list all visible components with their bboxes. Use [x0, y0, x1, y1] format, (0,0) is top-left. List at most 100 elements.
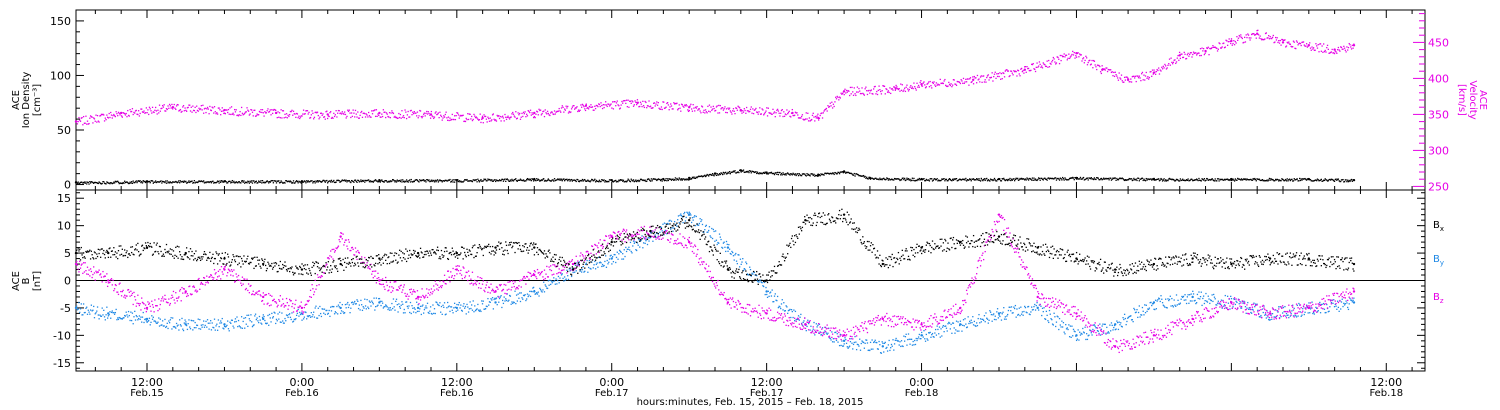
- velocity-series-point: [560, 111, 562, 113]
- velocity-series-point: [615, 105, 617, 107]
- by-series-point: [110, 311, 113, 314]
- velocity-series-anchor: [1204, 49, 1207, 53]
- density-series-point: [222, 181, 224, 183]
- velocity-series-point: [1295, 40, 1298, 42]
- density-series-point: [491, 180, 494, 182]
- by-series-point: [900, 340, 903, 342]
- density-series-point: [101, 182, 103, 185]
- by-series-point: [505, 298, 507, 300]
- velocity-series-point: [1089, 59, 1091, 62]
- velocity-series-point: [1249, 39, 1251, 41]
- density-series-point: [569, 180, 571, 182]
- by-series-point: [727, 250, 729, 252]
- density-series-point: [670, 178, 672, 180]
- by-series-point: [994, 315, 996, 317]
- by-series-point: [515, 302, 517, 305]
- velocity-series-point: [932, 82, 934, 85]
- velocity-series-point: [554, 113, 556, 115]
- by-series-point: [852, 343, 855, 346]
- density-series-point: [1185, 179, 1188, 181]
- velocity-series-point: [590, 104, 592, 106]
- by-series-point: [399, 307, 402, 309]
- density-series-point: [409, 179, 411, 181]
- density-series-point: [1079, 178, 1081, 180]
- by-series-point: [361, 304, 363, 306]
- velocity-series-point: [1137, 77, 1140, 79]
- by-series-point: [600, 262, 602, 264]
- velocity-series-point: [1271, 36, 1274, 39]
- velocity-series-point: [462, 114, 464, 116]
- velocity-series-point: [240, 106, 243, 109]
- velocity-series-point: [86, 123, 88, 125]
- by-series-point: [1068, 324, 1070, 326]
- density-series-point: [323, 179, 325, 182]
- by-series-point: [328, 309, 330, 312]
- velocity-series-point: [161, 107, 163, 109]
- velocity-series-point: [1144, 79, 1146, 81]
- velocity-series-point: [1247, 33, 1249, 35]
- density-series-point: [278, 180, 280, 182]
- by-series-point: [379, 300, 381, 302]
- density-series-point: [996, 178, 999, 181]
- velocity-series-point: [651, 107, 653, 109]
- by-series-point: [510, 303, 512, 305]
- velocity-series-anchor: [1333, 48, 1336, 51]
- velocity-series-point: [907, 90, 910, 92]
- velocity-series-point: [959, 82, 962, 85]
- velocity-series-point: [1304, 45, 1306, 47]
- velocity-series-point: [545, 112, 547, 114]
- velocity-series-point: [708, 104, 711, 106]
- by-series-point: [158, 317, 160, 319]
- density-series-point: [1230, 179, 1233, 182]
- by-series-point: [837, 341, 839, 343]
- velocity-series-point: [718, 112, 721, 114]
- velocity-series-point: [276, 116, 278, 119]
- velocity-series-point: [303, 113, 306, 115]
- by-series-point: [507, 300, 509, 302]
- velocity-series-point: [1227, 41, 1230, 43]
- velocity-series-point: [313, 116, 316, 118]
- by-series-point: [607, 263, 609, 265]
- density-series-point: [213, 181, 216, 184]
- density-series-point: [639, 180, 641, 182]
- density-series-point: [371, 180, 373, 183]
- velocity-series-point: [182, 105, 185, 107]
- density-series-point: [228, 180, 230, 182]
- velocity-series-point: [250, 108, 252, 111]
- density-series-point: [955, 177, 958, 180]
- density-series-point: [364, 179, 367, 182]
- density-series-point: [503, 179, 505, 181]
- by-series-point: [472, 300, 474, 302]
- density-series-point: [993, 177, 996, 180]
- velocity-series-point: [283, 117, 285, 119]
- by-series-point: [232, 325, 234, 327]
- velocity-series-anchor: [429, 113, 433, 116]
- velocity-series-point: [626, 106, 629, 108]
- velocity-series-point: [1034, 68, 1036, 71]
- by-series-point: [1011, 312, 1013, 314]
- velocity-series-point: [432, 116, 434, 118]
- velocity-series-point: [388, 116, 390, 118]
- velocity-series-point: [1164, 63, 1166, 66]
- velocity-series-point: [926, 83, 928, 85]
- velocity-series-point: [1128, 81, 1130, 83]
- by-series-point: [216, 329, 219, 331]
- by-series-point: [1052, 324, 1055, 326]
- density-series-point: [1005, 179, 1007, 181]
- by-series-point: [141, 321, 143, 323]
- density-series-point: [423, 180, 426, 182]
- velocity-series-point: [1261, 39, 1263, 41]
- velocity-series-point: [789, 115, 791, 118]
- by-series-point: [98, 318, 100, 320]
- by-series-point: [405, 301, 408, 303]
- velocity-series-point: [1123, 76, 1126, 79]
- by-series-point: [1040, 305, 1042, 307]
- density-series-point: [103, 181, 105, 183]
- density-series-point: [1346, 180, 1348, 183]
- density-series-point: [879, 177, 881, 179]
- density-series-point: [409, 181, 412, 183]
- velocity-series-point: [304, 113, 306, 115]
- density-series-point: [883, 178, 886, 180]
- density-series-point: [873, 178, 876, 180]
- velocity-series-point: [216, 113, 219, 115]
